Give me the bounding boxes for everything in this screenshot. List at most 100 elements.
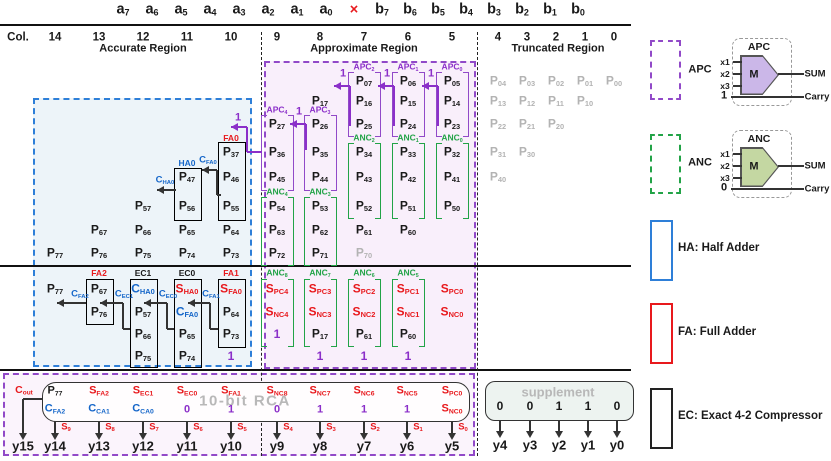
pp-term: P47 bbox=[178, 169, 196, 185]
rca-output-arrowhead bbox=[51, 433, 59, 440]
group-label: ANC5 bbox=[397, 267, 419, 280]
pp-term: P72 bbox=[268, 245, 286, 261]
pp-term: SNC3 bbox=[308, 304, 332, 320]
pp-term: P76 bbox=[90, 304, 108, 320]
rca-carry-cell: 1 bbox=[227, 403, 235, 416]
col-number: 7 bbox=[360, 31, 368, 44]
rca-sum-cell: SEC0 bbox=[176, 384, 198, 398]
pp-term: P25 bbox=[355, 116, 373, 132]
region-title: Truncated Region bbox=[511, 42, 605, 55]
pp-term: P77 bbox=[46, 281, 64, 297]
carry-arrowhead bbox=[202, 166, 209, 174]
col-number: 4 bbox=[494, 31, 502, 44]
pp-term: P12 bbox=[518, 93, 536, 109]
carry-line bbox=[210, 328, 218, 330]
rca-output-bit: y5 bbox=[444, 438, 460, 454]
pp-term: SPC3 bbox=[308, 281, 332, 297]
anc-carry-label: Carry bbox=[804, 183, 830, 195]
ha-legend-text: HA: Half Adder bbox=[678, 242, 760, 254]
col-number: 0 bbox=[610, 31, 618, 44]
rca-output-line bbox=[230, 421, 232, 433]
approx-truncated-divider bbox=[477, 32, 478, 456]
pp-term: SHA0 bbox=[175, 281, 199, 297]
pp-term: SNC0 bbox=[440, 304, 464, 320]
pp-term: SNC4 bbox=[265, 304, 289, 320]
group-label: APC2 bbox=[353, 61, 375, 74]
rca-output-bit: y7 bbox=[356, 438, 372, 454]
rca-sum-cell: SFA2 bbox=[89, 384, 109, 398]
pp-term: P33 bbox=[399, 144, 417, 160]
rca-output-line bbox=[54, 421, 56, 433]
carry-arrowhead bbox=[100, 299, 107, 307]
pp-term: P64 bbox=[222, 222, 240, 238]
group-bracket-right bbox=[419, 72, 425, 137]
group-label: ANC6 bbox=[353, 267, 375, 280]
rca-output-bit: y9 bbox=[269, 438, 285, 454]
pp-term: P57 bbox=[134, 304, 152, 320]
anc-legend-label: ANC bbox=[688, 156, 712, 169]
rca-s-label: S4 bbox=[283, 421, 293, 433]
group-bracket-left bbox=[304, 279, 310, 347]
supplement-output-arrowhead bbox=[496, 431, 504, 438]
group-label: APC1 bbox=[397, 61, 419, 74]
operand-bit: a0 bbox=[319, 1, 333, 18]
region-title: Accurate Region bbox=[99, 42, 187, 55]
pp-term: SPC0 bbox=[440, 281, 464, 297]
rca-output-arrowhead bbox=[448, 433, 456, 440]
pp-term: P65 bbox=[178, 222, 196, 238]
supplement-output-bit: y3 bbox=[522, 437, 538, 453]
carry-line bbox=[188, 302, 210, 304]
group-label: FA0 bbox=[223, 132, 239, 143]
pp-term: P06 bbox=[399, 73, 417, 89]
rca-output-arrowhead bbox=[227, 433, 235, 440]
pp-term: P44 bbox=[311, 169, 329, 185]
operand-bit: × bbox=[349, 1, 359, 18]
pp-term: P52 bbox=[355, 198, 373, 214]
supplement-output-line bbox=[499, 420, 501, 431]
pp-term: P42 bbox=[399, 169, 417, 185]
cout-line bbox=[22, 399, 24, 433]
operand-bit: a4 bbox=[203, 1, 217, 18]
col-number: 3 bbox=[523, 31, 531, 44]
stage2-rca-separator bbox=[0, 369, 631, 371]
supplement-output-line bbox=[587, 420, 589, 431]
pp-term: P61 bbox=[355, 326, 373, 342]
rca-output-bit: y14 bbox=[44, 438, 66, 454]
carry-line bbox=[305, 124, 307, 150]
supplement-output-arrowhead bbox=[555, 431, 563, 438]
carry-label: CFA1 bbox=[202, 288, 220, 300]
pp-term: P11 bbox=[548, 93, 564, 109]
apc-block-title: APC bbox=[747, 40, 771, 53]
carry-line bbox=[349, 86, 351, 126]
rca-output-bit: y13 bbox=[88, 438, 110, 454]
pp-term: P13 bbox=[489, 93, 507, 109]
group-bracket-left bbox=[348, 143, 354, 219]
pp-term: 1 bbox=[316, 349, 324, 363]
carry-line bbox=[209, 303, 211, 329]
carry-label: 1 bbox=[427, 67, 435, 80]
pp-term: P45 bbox=[268, 169, 286, 185]
carry-line bbox=[157, 189, 176, 191]
approximate-region-box bbox=[264, 61, 476, 369]
pp-term: P70 bbox=[355, 245, 373, 261]
pp-term: P40 bbox=[489, 169, 507, 185]
group-label: ANC8 bbox=[266, 267, 288, 280]
col-number: 9 bbox=[273, 31, 281, 44]
pp-term: P23 bbox=[443, 116, 461, 132]
pp-term: P24 bbox=[399, 116, 417, 132]
rca-output-arrowhead bbox=[360, 433, 368, 440]
pp-term: P53 bbox=[311, 198, 329, 214]
rca-sum-cell: SNC7 bbox=[309, 384, 331, 398]
carry-line bbox=[202, 169, 217, 171]
pp-term: P04 bbox=[489, 73, 507, 89]
anc-input-x2: x2 bbox=[720, 160, 730, 171]
col-number: 13 bbox=[92, 31, 106, 44]
fa-legend-icon bbox=[650, 303, 673, 364]
anc-bracket-icon-right bbox=[668, 134, 681, 194]
pp-term: P46 bbox=[222, 169, 240, 185]
pp-term: P74 bbox=[178, 245, 196, 261]
rca-output-bit: y12 bbox=[132, 438, 154, 454]
rca-title: 10-bit RCA bbox=[199, 392, 291, 410]
pp-term: P43 bbox=[355, 169, 373, 185]
anc-line-sum bbox=[778, 165, 804, 167]
